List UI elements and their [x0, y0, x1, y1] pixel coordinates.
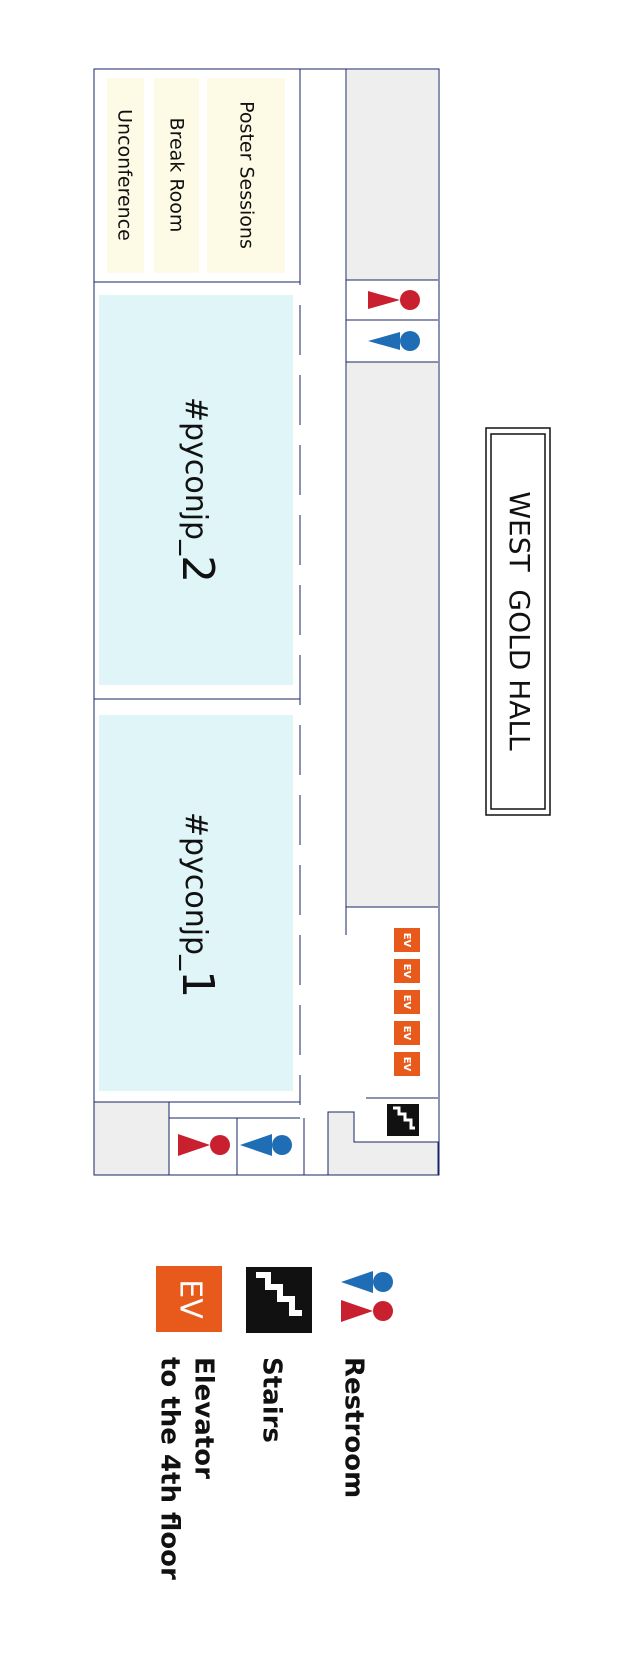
- restroom-female-icon: [178, 1134, 230, 1156]
- svg-text:EV: EV: [401, 964, 412, 979]
- restroom-male-icon: [368, 331, 420, 351]
- legend-elevator-icon: EV: [156, 1266, 222, 1332]
- elevator-icon: EV: [394, 1052, 420, 1076]
- hall-sign-outer: [485, 427, 551, 816]
- stair-landing: [327, 1111, 439, 1176]
- legend-elevator-label-line2: to the 4th floor: [155, 1357, 185, 1580]
- svg-text:EV: EV: [401, 1026, 412, 1041]
- svg-text:EV: EV: [401, 933, 412, 948]
- pyconjp-1-room: [99, 715, 293, 1091]
- elevator-icon: EV: [394, 1021, 420, 1045]
- legend-elevator-label-line1: Elevator: [189, 1357, 219, 1479]
- legend-stairs-label: Stairs: [257, 1357, 287, 1443]
- restroom-male-icon: [240, 1134, 292, 1156]
- hall-name: WEST GOLD HALL: [503, 491, 536, 751]
- legend-stairs-icon: [246, 1267, 312, 1333]
- unconference-label: Unconference: [114, 109, 136, 241]
- elevator-icon: EV: [394, 928, 420, 952]
- elevator-icon: EV: [394, 990, 420, 1014]
- unconference-room: [107, 78, 144, 273]
- break-room-label: Break Room: [166, 118, 188, 233]
- legend-restroom-label: Restroom: [339, 1357, 369, 1498]
- pyconjp-2-label: #pyconjp_2: [172, 397, 223, 583]
- svg-text:EV: EV: [401, 995, 412, 1010]
- hall-sign-inner: [490, 433, 546, 810]
- stairs-icon: [387, 1104, 419, 1136]
- svg-text:EV: EV: [401, 1057, 412, 1072]
- poster-sessions-label: Poster Sessions: [236, 101, 258, 249]
- restroom-female-icon: [368, 290, 420, 310]
- svg-text:EV: EV: [173, 1279, 208, 1319]
- lobby-lower: [347, 362, 438, 907]
- legend-restroom-icon: [341, 1271, 393, 1322]
- break-room: [154, 78, 199, 273]
- elevator-icon: EV: [394, 959, 420, 983]
- lobby-upper: [347, 70, 438, 280]
- poster-sessions-room: [207, 78, 285, 273]
- pyconjp-1-label: #pyconjp_1: [172, 812, 223, 998]
- pyconjp-2-room: [99, 295, 293, 685]
- storage-area: [93, 1101, 170, 1176]
